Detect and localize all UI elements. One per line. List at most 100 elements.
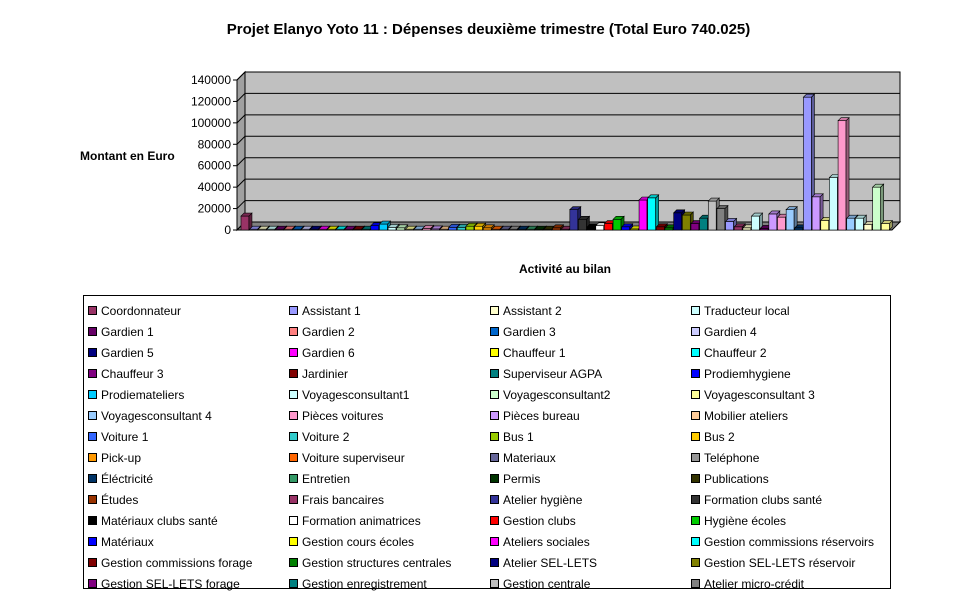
legend-label: Gardien 2 bbox=[302, 324, 355, 339]
bar-top bbox=[248, 225, 262, 230]
legend-swatch bbox=[691, 327, 700, 336]
bar bbox=[240, 212, 253, 231]
bar-top bbox=[300, 225, 314, 230]
legend-swatch bbox=[490, 432, 499, 441]
legend-label: Pick-up bbox=[101, 450, 142, 465]
bar-front bbox=[387, 227, 397, 231]
legend-label: Pièces voitures bbox=[302, 408, 384, 423]
legend-item: Superviseur AGPA bbox=[490, 363, 691, 384]
legend-swatch bbox=[88, 558, 97, 567]
bar-front bbox=[690, 223, 700, 231]
legend-swatch bbox=[88, 579, 97, 588]
legend-swatch bbox=[691, 474, 700, 483]
legend-item: Formation clubs santé bbox=[691, 489, 892, 510]
bar-front bbox=[863, 224, 873, 231]
y-tick-label: 20000 bbox=[198, 202, 232, 216]
legend-swatch bbox=[88, 474, 97, 483]
bar-top bbox=[612, 215, 625, 220]
legend-label: Gestion SEL-LETS forage bbox=[101, 576, 240, 591]
bar-front bbox=[595, 225, 605, 231]
legend-label: Pièces bureau bbox=[503, 408, 580, 423]
bar bbox=[750, 212, 764, 231]
legend-label: Entretien bbox=[302, 471, 351, 486]
legend-item: Pick-up bbox=[88, 447, 289, 468]
legend-item: Atelier SEL-LETS bbox=[490, 552, 691, 573]
gridline bbox=[236, 178, 900, 188]
legend-item: Chauffeur 3 bbox=[88, 363, 289, 384]
legend-item: Prodiemhygiene bbox=[691, 363, 892, 384]
bar-top bbox=[846, 214, 859, 219]
bar-top bbox=[724, 218, 738, 222]
legend-swatch bbox=[289, 579, 298, 588]
bar-top bbox=[326, 225, 340, 230]
bar bbox=[733, 223, 746, 231]
legend-item: Gestion commissions réservoirs bbox=[691, 531, 892, 552]
legend-item: Voyagesconsultant 4 bbox=[88, 405, 289, 426]
legend-item: Materiaux bbox=[490, 447, 691, 468]
legend-label: Voiture 2 bbox=[302, 429, 350, 444]
legend-item: Chauffeur 2 bbox=[691, 342, 892, 363]
y-tick-label: 40000 bbox=[198, 180, 232, 194]
legend-label: Ateliers sociales bbox=[503, 534, 590, 549]
bar bbox=[646, 194, 660, 231]
legend-swatch bbox=[289, 348, 298, 357]
bar-front bbox=[396, 227, 406, 231]
legend-item: Prodiemateliers bbox=[88, 384, 289, 405]
bar bbox=[404, 225, 418, 231]
legend-item: Bus 1 bbox=[490, 426, 691, 447]
legend-item: Voyagesconsultant 3 bbox=[691, 384, 892, 405]
legend-label: Assistant 2 bbox=[503, 303, 562, 318]
y-tick-label: 120000 bbox=[191, 94, 231, 108]
bar bbox=[517, 225, 530, 231]
bar-top bbox=[499, 225, 513, 230]
legend-label: Traducteur local bbox=[704, 303, 790, 318]
legend-item: Assistant 2 bbox=[490, 300, 691, 321]
bar-side bbox=[845, 116, 850, 231]
bar-front bbox=[673, 212, 682, 231]
legend-swatch bbox=[691, 369, 700, 378]
legend-label: Éléctricité bbox=[101, 471, 154, 486]
bar-front bbox=[881, 223, 890, 231]
bar-top bbox=[880, 220, 894, 224]
legend-swatch bbox=[88, 327, 97, 336]
legend-label: Chauffeur 3 bbox=[101, 366, 164, 381]
bar-front bbox=[638, 199, 648, 231]
bar bbox=[785, 205, 798, 231]
legend-item: Ateliers sociales bbox=[490, 531, 691, 552]
legend-swatch bbox=[490, 411, 499, 420]
bar-top bbox=[318, 225, 331, 230]
bar-top bbox=[508, 225, 521, 230]
bar-top bbox=[854, 214, 868, 219]
legend-item: Hygiène écoles bbox=[691, 510, 892, 531]
bars bbox=[240, 93, 894, 231]
bar-front bbox=[707, 200, 717, 231]
legend-label: Atelier micro-crédit bbox=[704, 576, 805, 591]
bar-front bbox=[811, 196, 821, 231]
legend-label: Matériaux clubs santé bbox=[101, 513, 218, 528]
bar-front bbox=[612, 218, 622, 231]
bar-front bbox=[768, 213, 778, 231]
bar-front bbox=[578, 218, 587, 231]
legend-grid: Coordonnateur Assistant 1 Assistant 2 Tradu… bbox=[88, 300, 892, 591]
bar-front bbox=[370, 225, 380, 231]
legend-swatch bbox=[289, 474, 298, 483]
bar-top bbox=[430, 225, 444, 230]
gridline bbox=[236, 114, 900, 124]
legend-label: Gestion commissions réservoirs bbox=[704, 534, 875, 549]
legend-swatch bbox=[289, 495, 298, 504]
legend-swatch bbox=[691, 558, 700, 567]
bar-top bbox=[335, 225, 348, 230]
legend-swatch bbox=[691, 348, 700, 357]
legend-item: Gestion enregistrement bbox=[289, 573, 490, 594]
legend-label: Gardien 1 bbox=[101, 324, 154, 339]
gridline bbox=[236, 157, 900, 167]
bar-front bbox=[664, 227, 674, 231]
legend-label: Coordonnateur bbox=[101, 303, 182, 318]
legend-item: Voyagesconsultant1 bbox=[289, 384, 490, 405]
bar-top bbox=[387, 224, 400, 228]
legend-item: Matériaux clubs santé bbox=[88, 510, 289, 531]
legend-swatch bbox=[88, 453, 97, 462]
legend-label: Frais bancaires bbox=[302, 492, 385, 507]
legend-item: Gardien 5 bbox=[88, 342, 289, 363]
legend-item: Gardien 2 bbox=[289, 321, 490, 342]
